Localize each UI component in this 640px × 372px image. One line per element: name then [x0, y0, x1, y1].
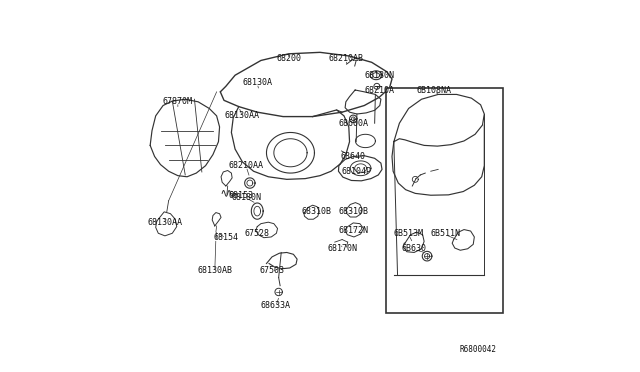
Text: 68310B: 68310B: [301, 207, 332, 217]
Text: 68310B: 68310B: [338, 207, 368, 217]
Text: 68Z10A: 68Z10A: [364, 86, 394, 94]
Text: 68130AA: 68130AA: [225, 111, 260, 121]
Text: 68180N: 68180N: [231, 193, 261, 202]
Text: R6800042: R6800042: [460, 345, 497, 354]
Text: 68180N: 68180N: [364, 71, 394, 80]
Text: 68130AA: 68130AA: [147, 218, 182, 227]
Text: 68210AA: 68210AA: [228, 161, 264, 170]
Text: 67503: 67503: [259, 266, 285, 275]
Text: 68130AB: 68130AB: [197, 266, 232, 275]
Text: 67870M: 67870M: [163, 97, 193, 106]
Text: 67528: 67528: [244, 230, 269, 238]
Text: 6B513M: 6B513M: [394, 230, 424, 238]
Text: 6B108NA: 6B108NA: [417, 86, 452, 94]
Text: 68153: 68153: [228, 191, 253, 200]
Text: 68210AB: 68210AB: [328, 54, 364, 63]
Text: 68600A: 68600A: [338, 119, 368, 128]
Bar: [387, 88, 503, 313]
Text: 68104P: 68104P: [342, 167, 372, 176]
Text: 68640: 68640: [340, 152, 365, 161]
Text: 68170N: 68170N: [327, 244, 357, 253]
Text: 6B511N: 6B511N: [431, 230, 461, 238]
Text: 68200: 68200: [276, 54, 301, 63]
Text: 68154: 68154: [213, 233, 238, 242]
Text: 6B630: 6B630: [402, 244, 427, 253]
Text: 68172N: 68172N: [338, 226, 368, 235]
Text: 68633A: 68633A: [260, 301, 291, 311]
Text: 68130A: 68130A: [242, 78, 272, 87]
